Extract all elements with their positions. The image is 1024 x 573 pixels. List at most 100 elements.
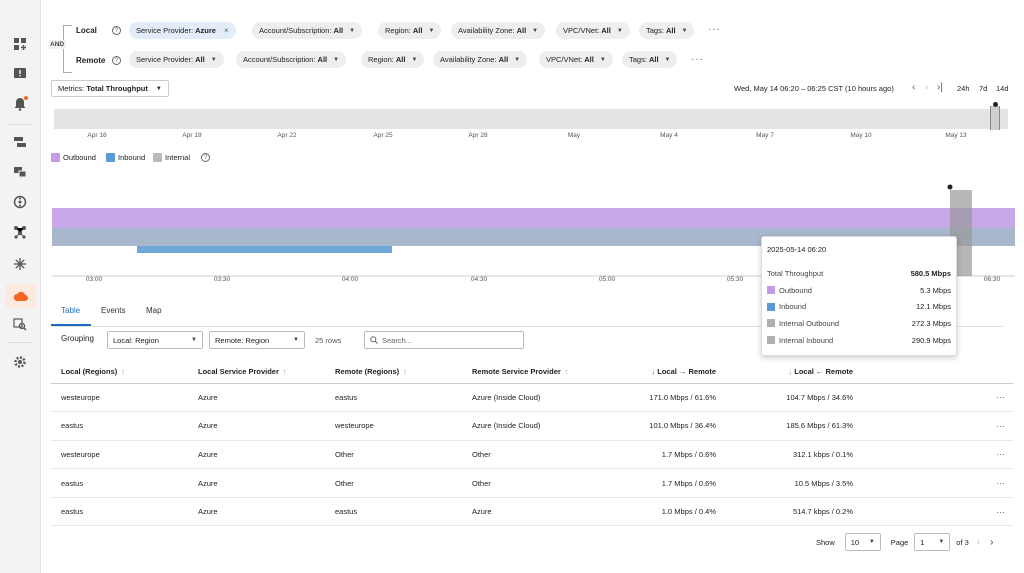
table-cell: 514.7 kbps / 0.2%	[726, 497, 863, 527]
remote-filter-chip[interactable]: Region: All ▼	[361, 51, 425, 68]
local-grouping-select[interactable]: Local: Region ▼	[107, 331, 203, 349]
local-help-icon[interactable]: ?	[112, 26, 121, 35]
chevron-left-icon[interactable]: ‹	[912, 82, 916, 93]
chip-value: All	[395, 55, 406, 64]
remote-filter-chip[interactable]: Tags: All ▼	[622, 51, 678, 68]
remote-help-icon[interactable]: ?	[112, 56, 121, 65]
timeline-brush-handle[interactable]	[990, 106, 1000, 130]
cloud-icon[interactable]	[5, 284, 36, 308]
chevron-down-icon: ▼	[333, 56, 340, 63]
local-filter-chip[interactable]: Tags: All ▼	[639, 22, 695, 39]
legend-inbound[interactable]: Inbound	[106, 153, 145, 162]
network-hosts-icon[interactable]	[10, 162, 30, 182]
row-actions-button[interactable]: ···	[863, 411, 1013, 441]
legend-outbound[interactable]: Outbound	[51, 153, 96, 162]
local-filter-chip[interactable]: Account/Subscription: All ▼	[252, 22, 363, 39]
next-page-icon[interactable]: ›	[990, 536, 994, 548]
table-row[interactable]: westeurope Azure Other Other 1.7 Mbps / 0.6%…	[51, 440, 1013, 470]
legend-help-icon[interactable]: ?	[201, 153, 210, 162]
overview-timeline[interactable]	[54, 109, 1008, 129]
overview-date-label: Apr 28	[468, 132, 488, 139]
alert-message-icon[interactable]	[10, 64, 30, 84]
metrics-value: Total Throughput	[86, 84, 148, 93]
row-actions-button[interactable]: ···	[863, 468, 1013, 498]
devices-icon[interactable]	[10, 132, 30, 152]
topology-icon[interactable]	[10, 222, 30, 242]
close-icon[interactable]: ×	[223, 26, 229, 35]
page-number-select[interactable]: 1 ▼	[914, 533, 951, 551]
legend-internal-label: Internal	[165, 153, 191, 162]
tooltip-total-row: Total Throughput 580.5 Mbps	[767, 265, 951, 282]
chevron-right-icon[interactable]: ›	[925, 82, 929, 93]
local-filter-chip[interactable]: Availability Zone: All ▼	[451, 22, 546, 39]
range-7d-button[interactable]: 7d	[979, 84, 988, 93]
prev-page-icon[interactable]: ‹	[976, 536, 981, 548]
legend-inbound-label: Inbound	[118, 153, 146, 162]
col-local-provider[interactable]: Local Service Provider ↑	[188, 361, 325, 384]
x-tick-label: 03:00	[85, 276, 103, 283]
explorer-icon[interactable]	[10, 192, 30, 212]
page-size-select[interactable]: 10 ▼	[844, 533, 881, 551]
query-analysis-icon[interactable]	[10, 314, 30, 334]
remote-filter-chip[interactable]: Service Provider: All ▼	[129, 51, 224, 68]
table-cell: Azure	[188, 468, 325, 498]
range-14d-button[interactable]: 14d	[996, 84, 1009, 93]
hover-marker	[947, 184, 953, 190]
row-actions-button[interactable]: ···	[863, 383, 1013, 413]
row-actions-button[interactable]: ···	[863, 440, 1013, 470]
table-cell: Azure (Inside Cloud)	[462, 411, 599, 441]
remote-grouping-select[interactable]: Remote: Region ▼	[209, 331, 305, 349]
col-remote-provider[interactable]: Remote Service Provider ↑	[462, 361, 599, 384]
show-label: Show	[816, 537, 835, 547]
remote-more-filters-button[interactable]: ···	[691, 54, 704, 65]
chevron-down-icon: ▼	[155, 85, 162, 92]
tab-table[interactable]: Table	[61, 306, 81, 315]
remote-filter-chip[interactable]: Account/Subscription: All ▼	[236, 51, 347, 68]
table-row[interactable]: eastus Azure westeurope Azure (Inside Cloud…	[51, 411, 1013, 441]
metrics-label: Metrics:	[58, 84, 85, 93]
col-remote-regions[interactable]: Remote (Regions) ↑	[325, 361, 462, 384]
table-cell: 1.7 Mbps / 0.6%	[599, 468, 726, 498]
tab-events[interactable]: Events	[101, 306, 126, 315]
remote-grouping-value: Remote: Region	[215, 335, 270, 345]
pager: Show 10 ▼ Page 1 ▼ of 3 ‹ ›	[816, 533, 994, 551]
chip-key: Availability Zone:	[458, 26, 515, 35]
col-local-regions[interactable]: Local (Regions) ↑	[51, 361, 188, 384]
col-remote-to-local[interactable]: ↓ Local ← Remote	[726, 361, 863, 384]
metrics-dropdown[interactable]: Metrics: Total Throughput ▼	[51, 80, 169, 97]
tab-map[interactable]: Map	[146, 306, 162, 315]
table-cell: Azure (Inside Cloud)	[462, 383, 599, 413]
jump-to-latest-icon[interactable]: ›|	[937, 82, 943, 93]
dashboard-add-icon[interactable]	[10, 34, 30, 54]
remote-filter-chip[interactable]: VPC/VNet: All ▼	[539, 51, 613, 68]
table-cell: Other	[325, 468, 462, 498]
notifications-bell-icon[interactable]	[10, 94, 30, 114]
table-row[interactable]: eastus Azure eastus Azure 1.0 Mbps / 0.4% 514…	[51, 497, 1013, 527]
outbound-swatch	[51, 153, 60, 162]
row-actions-button[interactable]: ···	[863, 497, 1013, 527]
range-24h-button[interactable]: 24h	[957, 84, 970, 93]
col-local-to-remote[interactable]: ↓ Local → Remote	[599, 361, 726, 384]
chip-key: Tags:	[646, 26, 664, 35]
local-filter-chip[interactable]: VPC/VNet: All ▼	[556, 22, 630, 39]
table-header-row: Local (Regions) ↑ Local Service Provider ↑…	[51, 361, 1013, 384]
table-cell: Other	[462, 468, 599, 498]
table-row[interactable]: eastus Azure Other Other 1.7 Mbps / 0.6% 10.5…	[51, 468, 1013, 498]
local-filter-chip[interactable]: Service Provider: Azure ×	[129, 22, 236, 39]
chip-value: All	[665, 26, 676, 35]
kubernetes-icon[interactable]	[10, 254, 30, 274]
and-operator-label[interactable]: AND	[48, 40, 67, 49]
legend-internal[interactable]: Internal	[153, 153, 190, 162]
local-filter-chip[interactable]: Region: All ▼	[378, 22, 442, 39]
chevron-down-icon: ▼	[868, 539, 875, 545]
chevron-down-icon: ▼	[938, 539, 945, 545]
chevron-down-icon: ▼	[411, 56, 418, 63]
local-more-filters-button[interactable]: ···	[708, 24, 721, 35]
timeline-marker[interactable]	[993, 102, 998, 107]
table-cell: 10.5 Mbps / 3.5%	[726, 468, 863, 498]
x-tick-label: 05:30	[726, 276, 744, 283]
remote-filter-chip[interactable]: Availability Zone: All ▼	[433, 51, 528, 68]
search-input[interactable]: Search...	[364, 331, 524, 349]
settings-gear-icon[interactable]	[10, 352, 30, 372]
table-row[interactable]: westeurope Azure eastus Azure (Inside Cloud…	[51, 383, 1013, 413]
